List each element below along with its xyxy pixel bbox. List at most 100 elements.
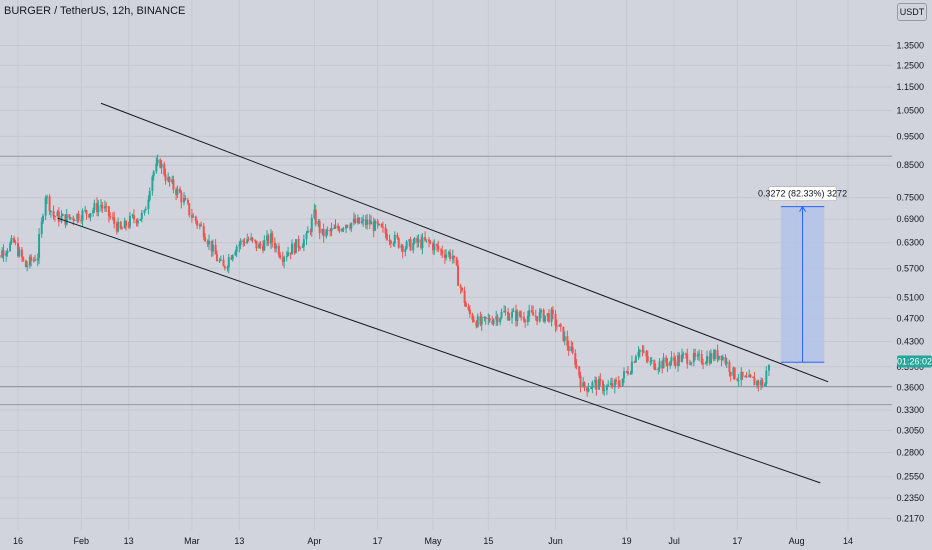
candle-body (516, 311, 519, 321)
y-axis-tick-label: 0.5700 (896, 264, 924, 274)
candle-body (362, 219, 365, 222)
candle-body (524, 320, 527, 323)
candle-body (717, 355, 720, 360)
x-axis-tick-label: Apr (307, 536, 321, 546)
candle-body (297, 239, 300, 248)
candle-body (117, 221, 120, 232)
candle-body (266, 235, 268, 241)
candle-body (400, 245, 403, 248)
candle-body (421, 237, 424, 248)
candle-body (484, 316, 487, 320)
candle-body (92, 210, 95, 214)
candle-body (688, 363, 691, 365)
candle-body (392, 243, 395, 245)
candle-body (32, 259, 35, 261)
candle-body (160, 163, 163, 168)
candle-body (285, 255, 288, 258)
candle-body (309, 230, 312, 232)
current-price-badge (897, 355, 932, 368)
candle-body (520, 316, 523, 318)
candle-body (634, 356, 637, 363)
candle-body (159, 159, 162, 168)
candle-body (192, 216, 195, 218)
candle-body (215, 254, 218, 262)
candle-body (611, 382, 614, 388)
candle-body (121, 228, 124, 230)
y-axis-tick-label: 0.2350 (896, 493, 924, 503)
candle-body (429, 241, 432, 244)
y-axis-tick-label: 0.2800 (896, 448, 924, 458)
candle-body (342, 228, 345, 230)
candle-body (144, 208, 147, 211)
candle-body (528, 310, 531, 317)
candle-body (625, 371, 628, 373)
candle-body (314, 209, 317, 225)
candle-body (594, 379, 597, 383)
candle-body (255, 240, 258, 249)
candle-body (247, 239, 250, 241)
candle-body (706, 356, 709, 364)
candle-body (559, 324, 562, 327)
candle-body (435, 244, 438, 246)
candle-body (724, 356, 727, 364)
candle-body (681, 354, 683, 362)
y-axis-tick-label: 0.2550 (896, 472, 924, 482)
candle-body (732, 367, 735, 376)
candle-body (96, 202, 99, 212)
x-axis-tick-label: 13 (234, 536, 244, 546)
candle-body (143, 210, 146, 213)
candle-body (507, 311, 510, 321)
candle-body (733, 367, 736, 379)
candle-body (204, 237, 207, 242)
candle-body (575, 364, 578, 367)
candle-body (1, 250, 4, 258)
candle-body (334, 225, 337, 229)
candle-body (127, 226, 130, 228)
candle-body (591, 382, 594, 388)
candle-body (89, 213, 92, 218)
candle-body (333, 228, 336, 230)
candle-body (479, 316, 482, 325)
candle-body (464, 302, 467, 307)
candle-body (665, 357, 668, 363)
candle-body (135, 219, 138, 224)
candle-body (52, 210, 55, 217)
candle-body (271, 233, 274, 243)
candle-body (601, 381, 604, 391)
candle-body (540, 309, 543, 313)
candle-body (653, 360, 656, 370)
candle-body (538, 312, 541, 322)
candle-body (764, 384, 766, 386)
candle-body (563, 336, 566, 341)
currency-button[interactable]: USDT (897, 3, 927, 21)
candle-body (139, 218, 142, 221)
candle-body (511, 311, 514, 318)
candle-body (677, 355, 680, 367)
candle-body (767, 364, 770, 371)
candle-body (582, 382, 585, 388)
candle-body (443, 254, 446, 258)
x-axis-tick-label: Aug (789, 536, 805, 546)
candle-body (13, 237, 16, 243)
candle-body (151, 176, 154, 191)
x-axis-tick-label: May (424, 536, 442, 546)
candle-body (629, 373, 632, 375)
candle-body (179, 188, 182, 193)
candle-body (210, 240, 213, 252)
candle-body (621, 378, 624, 386)
candle-body (250, 237, 253, 241)
candle-body (495, 316, 498, 320)
candle-body (542, 309, 545, 322)
candle-body (433, 244, 436, 251)
candle-body (532, 311, 535, 316)
candle-body (360, 221, 363, 224)
candle-body (374, 220, 377, 231)
candle-body (736, 378, 739, 381)
candle-body (119, 221, 122, 229)
candle-body (737, 379, 740, 381)
candle-body (491, 321, 494, 324)
candle-body (167, 177, 170, 181)
x-axis-tick-label: Jun (548, 536, 563, 546)
